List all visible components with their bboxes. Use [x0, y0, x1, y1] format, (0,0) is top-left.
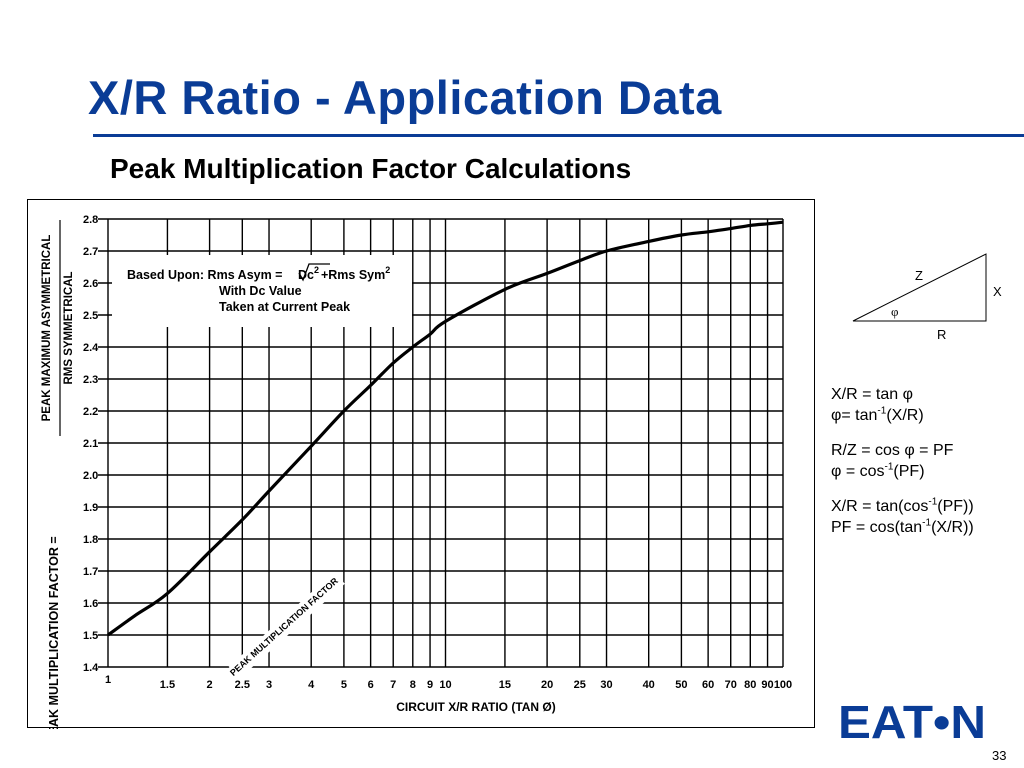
slide-subtitle: Peak Multiplication Factor Calculations [110, 153, 632, 184]
formula-list: X/R = tan φ φ= tan-1(X/R) R/Z = cos φ = … [831, 384, 974, 538]
y-tick-label: 1.7 [83, 566, 98, 578]
title-underline [93, 134, 1024, 137]
x-tick-label: 1.5 [160, 679, 175, 691]
y-tick-label: 2.5 [83, 310, 98, 322]
y-axis-label-main: PEAK MULTIPLICATION FACTOR = [47, 536, 61, 729]
x-tick-label: 7 [390, 679, 396, 691]
right-triangle-diagram: Z X R φ [852, 253, 1002, 342]
y-tick-label: 2.0 [83, 470, 98, 482]
x-tick-label: 40 [643, 679, 655, 691]
y-tick-label: 2.2 [83, 406, 98, 418]
eaton-logo-text: EAT•N [838, 698, 986, 742]
curve-group [107, 220, 784, 637]
annotation-box: Based Upon: Rms Asym = Dc2 +Rms Sym2 With… [112, 255, 412, 327]
y-tick-label: 2.8 [83, 214, 98, 226]
curve-label-bg [228, 571, 345, 679]
y-axis-label-numerator: PEAK MAXIMUM ASYMMETRICAL [41, 235, 53, 422]
page-number: 33 [992, 748, 1007, 763]
y-tick-label: 1.5 [83, 630, 98, 642]
x-tick-label: 9 [427, 679, 433, 691]
x-tick-label: 70 [725, 679, 737, 691]
annotation-line-2: With Dc Value [219, 284, 302, 298]
y-tick-label: 2.3 [83, 374, 98, 386]
x-tick-label: 5 [341, 679, 347, 691]
triangle-label-r: R [937, 327, 946, 342]
eaton-logo: EAT•N [838, 698, 986, 742]
x-tick-label: 30 [600, 679, 612, 691]
formula-1: X/R = tan φ [831, 386, 913, 403]
y-tick-labels: 1.4 1.5 1.6 1.7 1.8 1.9 2.0 2.1 2.2 2.3 2.4 2.5 2.6 2… [83, 214, 99, 674]
x-tick-label: 20 [541, 679, 553, 691]
x-tick-label: 8 [410, 679, 416, 691]
y-tick-label: 1.4 [83, 662, 99, 674]
peak-factor-chart: 1.4 1.5 1.6 1.7 1.8 1.9 2.0 2.1 2.2 2.3 2.4 2.5 2.6 2… [41, 214, 792, 729]
peak-factor-curve [107, 220, 784, 637]
x-tick-labels: 1 1.5 2 2.5 3 4 5 6 7 8 9 10 15 20 25 30 40 50 60 70 80 90 100 [105, 674, 792, 691]
slide-title: X/R Ratio - Application Data [88, 71, 722, 124]
y-axis-label-denominator: RMS SYMMETRICAL [63, 271, 75, 384]
x-tick-label: 6 [368, 679, 374, 691]
curve-label: PEAK MULTIPLICATION FACTOR [228, 575, 340, 677]
y-tick-label: 2.7 [83, 246, 98, 258]
x-tick-label: 60 [702, 679, 714, 691]
y-tick-label: 2.4 [83, 342, 99, 354]
x-tick-label: 90 [761, 679, 773, 691]
y-tick-label: 1.8 [83, 534, 98, 546]
annotation-line-1: Based Upon: Rms Asym = Dc2 +Rms Sym2 [127, 265, 390, 282]
formula-4: φ = cos-1(PF) [831, 461, 925, 480]
x-tick-label: 50 [675, 679, 687, 691]
y-tick-label: 1.6 [83, 598, 98, 610]
x-tick-label: 15 [499, 679, 511, 691]
y-tick-label: 2.6 [83, 278, 98, 290]
x-tick-label: 1 [105, 674, 111, 686]
x-tick-label: 2.5 [235, 679, 250, 691]
sqrt-sign [298, 263, 330, 282]
x-axis-label: CIRCUIT X/R RATIO (TAN Ø) [396, 700, 556, 714]
triangle-label-phi: φ [891, 304, 899, 319]
formula-6: PF = cos(tan-1(X/R)) [831, 517, 974, 536]
x-tick-label: 2 [207, 679, 213, 691]
annotation-bg [112, 255, 412, 327]
x-tick-label: 3 [266, 679, 272, 691]
formula-3: R/Z = cos φ = PF [831, 442, 954, 459]
x-tick-label: 10 [439, 679, 451, 691]
formula-5: X/R = tan(cos-1(PF)) [831, 496, 974, 515]
x-tick-label: 100 [774, 679, 792, 691]
y-tick-label: 2.1 [83, 438, 98, 450]
triangle-label-x: X [993, 284, 1002, 299]
triangle-shape [852, 253, 987, 322]
x-tick-label: 4 [308, 679, 315, 691]
triangle-label-z: Z [915, 268, 923, 283]
curve-label-group: PEAK MULTIPLICATION FACTOR [228, 571, 345, 679]
formula-2: φ= tan-1(X/R) [831, 405, 924, 424]
x-tick-label: 25 [574, 679, 586, 691]
annotation-line-3: Taken at Current Peak [219, 300, 350, 314]
y-tick-label: 1.9 [83, 502, 98, 514]
x-tick-label: 80 [744, 679, 756, 691]
chart-frame: 1.4 1.5 1.6 1.7 1.8 1.9 2.0 2.1 2.2 2.3 2.4 2.5 2.6 2… [27, 199, 815, 729]
